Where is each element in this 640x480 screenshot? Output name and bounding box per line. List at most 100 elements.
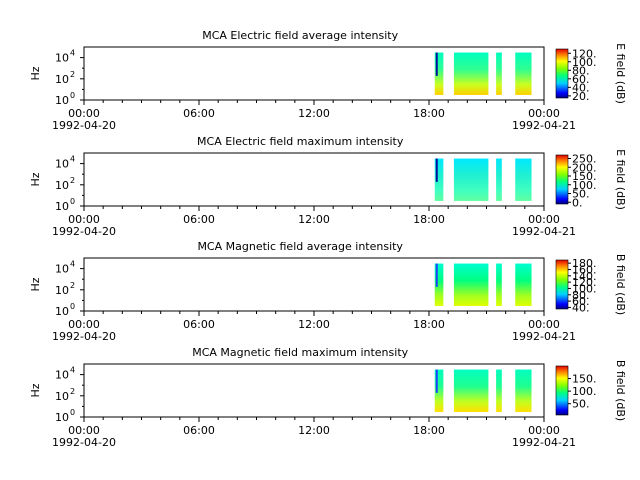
colorbar [555,48,569,99]
colorbar-label: E field (dB) [614,149,627,210]
colorbar-tick-label: 60. [572,295,590,308]
y-tick-exponent: 2 [70,387,75,396]
colorbar-tick-label: 80. [572,289,590,302]
colorbar-tick-label: 150. [572,373,597,386]
y-tick-base: 10 [55,284,69,297]
y-tick-base: 10 [55,158,69,171]
colorbar-tick-label: 50. [572,398,590,411]
x-tick-label: 12:00 [298,424,330,437]
x-tick-label: 12:00 [298,213,330,226]
x-tick-label: 18:00 [413,318,445,331]
y-tick-base: 10 [55,369,69,382]
data-block [496,263,502,306]
y-tick-exponent: 2 [70,176,75,185]
x-tick-label: 00:00 [68,424,100,437]
x-tick-label: 18:00 [413,213,445,226]
y-tick-base: 10 [55,305,69,318]
y-tick-base: 10 [55,390,69,403]
y-tick-exponent: 4 [70,260,75,269]
data-block [496,369,502,412]
x-tick-label: 00:00 [528,424,560,437]
y-tick-base: 10 [55,411,69,424]
colorbar-tick-label: 0. [572,196,583,209]
x-tick-label: 06:00 [183,318,215,331]
x-tick-label: 12:00 [298,318,330,331]
x-tick-date: 1992-04-20 [52,119,116,132]
chart-title: MCA Magnetic field average intensity [197,240,403,253]
colorbar-tick-label: 100. [572,385,597,398]
data-streak [435,52,438,76]
data-block [453,263,489,306]
colorbar-tick-label: 140. [572,270,597,283]
y-axis-label: Hz [29,277,42,291]
colorbar-tick-label: 150. [572,170,597,183]
y-tick-base: 10 [55,73,69,86]
data-block [515,369,532,412]
data-block [496,158,502,201]
data-block [453,158,489,201]
x-tick-label: 06:00 [183,213,215,226]
x-tick-label: 06:00 [183,424,215,437]
y-tick-exponent: 4 [70,49,75,58]
y-tick-exponent: 0 [70,197,75,206]
x-tick-date: 1992-04-20 [52,436,116,449]
y-tick-base: 10 [55,263,69,276]
y-tick-exponent: 4 [70,366,75,375]
data-streak [435,263,438,287]
colorbar [555,154,569,205]
chart-title: MCA Electric field average intensity [202,29,398,42]
y-tick-exponent: 2 [70,70,75,79]
colorbar-tick-label: 180. [572,257,597,270]
data-block [453,52,489,95]
colorbar-label: B field (dB) [614,254,627,315]
chart-title: MCA Electric field maximum intensity [197,135,404,148]
y-tick-exponent: 4 [70,155,75,164]
x-tick-date: 1992-04-20 [52,330,116,343]
y-tick-base: 10 [55,52,69,65]
colorbar-tick-label: 120. [572,47,597,60]
colorbar-tick-label: 40. [572,301,590,314]
x-tick-label: 00:00 [528,318,560,331]
x-tick-label: 12:00 [298,107,330,120]
y-tick-exponent: 0 [70,91,75,100]
colorbar-tick-label: 120. [572,276,597,289]
y-tick-base: 10 [55,200,69,213]
x-tick-label: 18:00 [413,424,445,437]
colorbar-tick-label: 160. [572,263,597,276]
data-streak [435,158,438,182]
y-axis-label: Hz [29,172,42,186]
x-tick-label: 18:00 [413,107,445,120]
data-streak [435,369,438,393]
colorbar-tick-label: 100. [572,282,597,295]
y-axis-label: Hz [29,383,42,397]
colorbar-tick-label: 50. [572,188,590,201]
data-block [453,369,489,412]
data-block [515,263,532,306]
x-tick-label: 06:00 [183,107,215,120]
data-block [515,158,532,201]
y-tick-exponent: 0 [70,302,75,311]
colorbar [555,365,569,416]
colorbar [555,259,569,310]
y-tick-exponent: 0 [70,408,75,417]
x-tick-label: 00:00 [528,107,560,120]
chart-title: MCA Magnetic field maximum intensity [192,346,408,359]
x-tick-date: 1992-04-21 [512,119,576,132]
data-block [434,369,444,412]
y-tick-exponent: 2 [70,281,75,290]
data-block [434,158,444,201]
x-tick-label: 00:00 [528,213,560,226]
colorbar-tick-label: 250. [572,153,597,166]
x-tick-date: 1992-04-21 [512,436,576,449]
y-axis-label: Hz [29,66,42,80]
x-tick-date: 1992-04-20 [52,225,116,238]
data-block [515,52,532,95]
colorbar-tick-label: 80. [572,64,590,77]
x-tick-date: 1992-04-21 [512,225,576,238]
colorbar-tick-label: 100. [572,179,597,192]
